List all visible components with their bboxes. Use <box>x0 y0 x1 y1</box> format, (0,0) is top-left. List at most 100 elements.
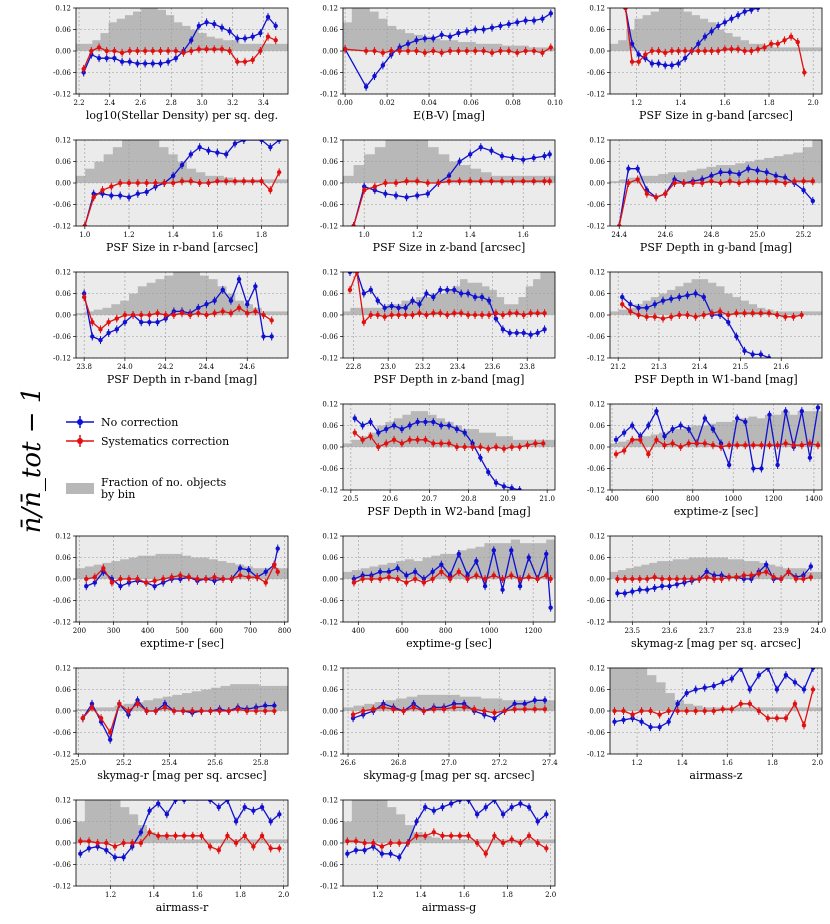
y-tick-label: 0.00 <box>55 312 71 320</box>
data-point <box>649 48 655 54</box>
histogram-bar <box>85 168 95 183</box>
data-point <box>109 184 114 189</box>
histogram-bar <box>93 800 103 843</box>
data-point <box>666 708 671 714</box>
y-tick-label: 0.12 <box>589 401 605 409</box>
data-point <box>720 680 725 685</box>
data-point <box>793 576 799 582</box>
data-point <box>512 707 517 712</box>
x-tick-label: 1000 <box>481 627 499 635</box>
y-tick-label: -0.06 <box>53 69 71 77</box>
data-point <box>506 21 512 27</box>
data-point <box>360 437 365 443</box>
data-point <box>628 302 633 307</box>
data-point <box>729 47 734 52</box>
data-point <box>521 157 526 162</box>
series-systematics-correction <box>612 685 816 730</box>
histogram-bar <box>480 698 492 711</box>
histogram-bar <box>512 175 524 183</box>
histogram-bar <box>773 414 782 447</box>
data-point <box>242 59 248 64</box>
data-point <box>653 195 659 200</box>
series-systematics-correction <box>617 175 815 226</box>
y-tick-label: -0.12 <box>320 355 338 363</box>
series-systematics-correction-line <box>82 702 275 735</box>
data-point <box>756 672 762 678</box>
histogram-bar <box>748 707 758 711</box>
histogram-bar <box>417 694 429 711</box>
data-point <box>353 847 359 853</box>
data-point <box>447 48 453 54</box>
data-point <box>656 48 661 54</box>
histogram-bar <box>343 175 354 183</box>
x-tick-label: 2.6 <box>135 99 147 107</box>
data-point <box>486 446 491 451</box>
data-point <box>263 569 268 575</box>
data-point <box>722 47 728 52</box>
x-tick-label: 20.5 <box>343 495 359 503</box>
histogram-bar <box>111 800 121 843</box>
x-tick-label: 1.4 <box>415 891 427 899</box>
y-tick-label: 0.00 <box>55 576 71 584</box>
data-point <box>621 717 626 723</box>
histogram-bar <box>120 559 130 579</box>
histogram-bar <box>422 36 432 51</box>
histogram-bar <box>610 181 620 183</box>
histogram-bar <box>427 414 437 447</box>
data-point <box>801 576 806 582</box>
histogram-bar <box>93 564 103 579</box>
x-tick-label: 0.10 <box>547 99 563 107</box>
data-point <box>456 551 462 557</box>
data-point <box>424 291 429 296</box>
y-tick-label: 0.12 <box>589 533 605 541</box>
data-point <box>542 698 548 703</box>
histogram-bar <box>457 550 467 579</box>
data-point <box>150 61 156 66</box>
y-tick-label: 0.06 <box>322 158 338 166</box>
data-point <box>758 311 764 316</box>
histogram-bar <box>699 425 709 447</box>
x-tick-label: 0.02 <box>379 99 395 107</box>
data-point <box>481 27 486 32</box>
y-tick-label: 0.00 <box>589 444 605 452</box>
data-point <box>448 833 454 839</box>
histogram-bar <box>707 423 717 447</box>
data-point <box>792 179 797 184</box>
data-point <box>80 715 86 721</box>
data-point <box>483 851 488 856</box>
data-point <box>489 179 494 184</box>
histogram-bar <box>457 42 467 51</box>
data-point <box>451 705 457 710</box>
data-point <box>372 73 377 79</box>
data-point <box>693 291 698 296</box>
data-point <box>397 840 402 846</box>
data-point <box>521 330 526 336</box>
data-point <box>114 327 119 332</box>
data-point <box>710 426 716 432</box>
data-point <box>226 708 231 714</box>
x-tick-label: 23.2 <box>415 363 431 371</box>
histogram-bar <box>537 543 547 579</box>
y-tick-label: -0.06 <box>53 201 71 209</box>
series-systematics-correction <box>615 567 814 583</box>
data-point <box>702 685 707 690</box>
histogram-bar <box>116 18 126 51</box>
x-tick-label: 25.0 <box>70 759 86 767</box>
histogram-bar <box>493 839 503 843</box>
data-point <box>423 804 428 810</box>
histogram-bar <box>353 705 365 711</box>
data-point <box>196 47 202 52</box>
histogram-bar <box>217 286 227 315</box>
data-point <box>468 179 473 184</box>
histogram-bar <box>813 47 822 51</box>
data-point <box>693 687 698 692</box>
data-point <box>697 576 702 582</box>
histogram-bar <box>190 29 199 51</box>
x-tick-label: 1.6 <box>518 231 530 239</box>
data-point <box>646 423 651 428</box>
y-tick-label: 0.12 <box>322 269 338 277</box>
data-point <box>685 293 690 298</box>
x-tick-label: 1.4 <box>168 231 180 239</box>
data-point <box>474 812 480 817</box>
x-tick-label: 1.0 <box>79 231 90 239</box>
